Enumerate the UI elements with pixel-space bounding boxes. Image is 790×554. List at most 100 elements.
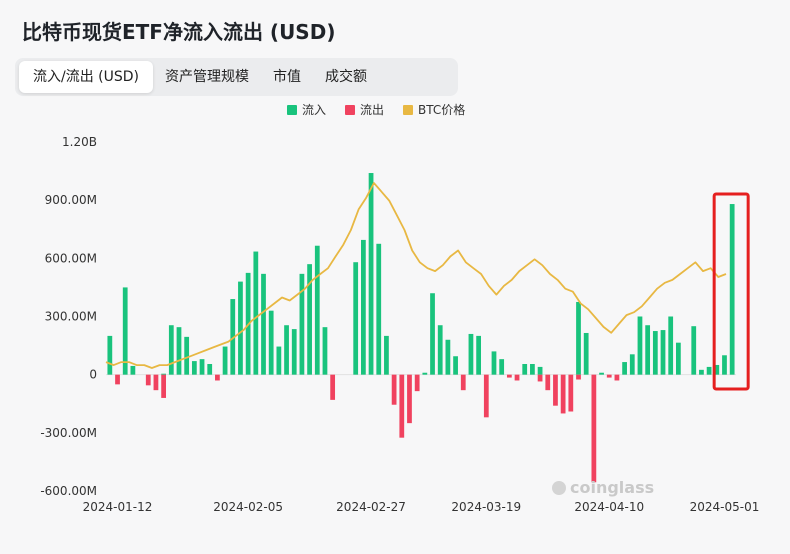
inflow-bar [230,299,236,375]
outflow-bar [399,374,405,438]
tab-volume[interactable]: 成交额 [325,69,368,85]
x-tick-label: 2024-02-05 [213,500,283,514]
outflow-bar [614,374,620,381]
tab-inflow-outflow[interactable]: 流入/流出 (USD) [19,61,154,93]
inflow-bar [691,326,697,375]
inflow-bar [168,325,174,375]
inflow-bar [191,361,197,375]
inflow-bar [107,335,113,375]
outflow-bar [560,374,566,414]
inflow-bar [291,329,297,375]
coinglass-watermark: coinglass [552,478,654,497]
legend-swatch-0 [287,105,297,115]
inflow-bar [368,173,374,375]
inflow-bar [629,354,635,375]
outflow-bar [506,374,512,378]
inflow-bar [130,365,136,375]
legend-swatch-1 [345,105,355,115]
y-tick-label: -600.00M [40,484,97,498]
inflow-bar [238,281,243,375]
outflow-bar [483,374,489,418]
y-tick-label: 600.00M [45,251,97,265]
inflow-bar [314,245,320,375]
inflow-bar [576,301,581,375]
inflow-bar [284,325,289,375]
inflow-bar [722,355,727,375]
inflow-bar [468,333,474,375]
page-title: 比特币现货ETF净流入流出 (USD) [22,20,336,44]
inflow-bar [376,243,382,375]
inflow-bar [276,346,282,375]
inflow-bar [122,287,128,375]
inflow-bar [706,366,712,375]
outflow-bar [414,374,420,392]
outflow-bar [591,374,597,483]
inflow-bar [453,356,458,375]
inflow-bar [437,325,443,375]
outflow-bar [568,374,574,412]
inflow-bar [261,273,266,375]
x-tick-label: 2024-03-19 [451,500,521,514]
inflow-bar [207,364,213,375]
legend-label-0: 流入 [302,103,326,117]
coinglass-logo-icon [552,481,566,495]
outflow-bar [115,374,120,385]
inflow-bar [522,364,528,375]
inflow-bar [660,330,666,375]
inflow-bar [476,335,482,375]
outflow-bar [153,374,159,391]
tab-market-cap[interactable]: 市值 [273,69,302,85]
inflow-bar [499,359,505,375]
y-tick-label: 900.00M [45,193,97,207]
outflow-bar [215,374,220,381]
inflow-bar [652,331,658,375]
outflow-bar [553,374,558,406]
inflow-bar [199,359,205,375]
x-tick-label: 2024-04-10 [574,500,644,514]
inflow-bar [299,273,305,375]
outflow-bar [407,374,412,424]
inflow-bar [222,346,228,375]
legend-label-1: 流出 [360,103,384,117]
outflow-bar [460,374,466,391]
inflow-bar [599,372,604,375]
inflow-bar [637,316,643,375]
inflow-bar [622,362,627,375]
inflow-bar [353,262,359,375]
inflow-bar [307,264,312,375]
latest-bar-highlight [712,192,750,391]
inflow-bar [583,332,589,375]
chart-tabs: 流入/流出 (USD) 资产管理规模 市值 成交额 [15,58,458,96]
legend-swatch-2 [403,105,413,115]
legend-label-2: BTC价格 [418,102,465,117]
etf-flow-chart: 流入 流出 BTC价格 -600.00M -300.00M 0 300.00M 600.00M… [40,102,760,514]
outflow-bar [145,374,151,386]
inflow-bar [268,310,274,375]
chart-area: 流入 流出 BTC价格 -600.00M -300.00M 0 300.00M 600.00M… [0,98,790,554]
inflow-bar [430,293,435,375]
outflow-bar [576,374,581,380]
inflow-bar [714,364,720,375]
inflow-bar [537,366,543,375]
outflow-bar [330,374,336,400]
inflow-bar [176,327,182,375]
inflow-bar [491,351,497,375]
outflow-bar [161,374,167,398]
outflow-bar [391,374,397,405]
outflow-bar [606,374,612,378]
inflow-bar [422,372,428,375]
inflow-bar [645,325,651,375]
inflow-bar [530,364,535,375]
outflow-bar [537,374,543,382]
btc-price-line [105,182,727,369]
tab-aum[interactable]: 资产管理规模 [165,69,250,85]
x-tick-label: 2024-05-01 [690,500,760,514]
inflow-bar [699,369,704,375]
x-tick-label: 2024-02-27 [336,500,406,514]
inflow-bar [668,316,674,375]
inflow-bar [184,336,190,375]
y-tick-label: 0 [89,368,97,382]
inflow-bar [384,335,389,375]
inflow-bar [675,342,681,375]
outflow-bar [545,374,551,391]
